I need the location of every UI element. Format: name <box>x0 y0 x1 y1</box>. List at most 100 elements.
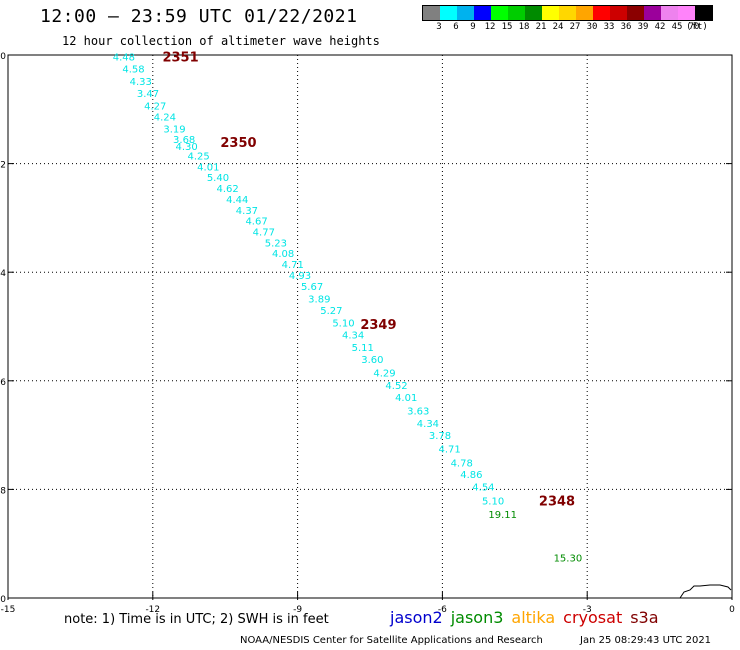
wave-height-value: 4.33 <box>130 77 152 88</box>
lon-tick-label: -9 <box>293 605 302 615</box>
wave-height-value: 5.10 <box>332 319 354 330</box>
pass-number-label: 2351 <box>162 51 198 66</box>
footer-credit: NOAA/NESDIS Center for Satellite Applica… <box>240 635 543 646</box>
wave-height-value: 3.78 <box>429 431 451 442</box>
legend-swatch <box>695 6 712 20</box>
wave-height-value: 4.62 <box>216 184 238 195</box>
lat-tick-label: -60 <box>0 52 6 62</box>
wave-height-value: 4.27 <box>144 101 166 112</box>
observations-layer: 4.484.584.333.474.274.243.193.684.304.25… <box>113 53 583 565</box>
wave-height-value: 15.30 <box>554 553 583 564</box>
legend-swatch <box>559 6 576 20</box>
legend-swatch <box>525 6 542 20</box>
satellite-jason3: jason3 <box>450 608 504 627</box>
legend-swatch <box>542 6 559 20</box>
color-legend <box>422 5 713 21</box>
legend-swatch <box>474 6 491 20</box>
lat-tick-label: -66 <box>0 378 6 388</box>
map-frame <box>7 54 733 599</box>
legend-label: 3 <box>436 22 442 32</box>
satellite-jason2: jason2 <box>390 608 443 627</box>
lon-tick-label: -6 <box>438 605 447 615</box>
lon-tick-label: 0 <box>729 605 735 615</box>
legend-label: 6 <box>453 22 459 32</box>
wave-height-value: 4.34 <box>417 419 439 430</box>
pass-number-label: 2350 <box>220 136 256 151</box>
wave-height-value: 4.34 <box>342 331 364 342</box>
legend-swatch <box>508 6 525 20</box>
wave-height-value: 3.63 <box>407 407 429 418</box>
legend-label: 12 <box>484 22 496 32</box>
map-grid <box>7 54 733 599</box>
legend-label: 33 <box>603 22 615 32</box>
legend-swatch <box>576 6 593 20</box>
legend-label: 15 <box>501 22 513 32</box>
wave-height-value: 4.86 <box>460 470 482 481</box>
wave-height-value: 4.52 <box>385 381 407 392</box>
wave-height-value: 4.48 <box>113 53 135 64</box>
wave-height-value: 5.23 <box>265 238 287 249</box>
wave-height-value: 4.77 <box>253 227 275 238</box>
chart-subtitle: 12 hour collection of altimeter wave hei… <box>62 34 380 48</box>
wave-height-value: 3.89 <box>308 294 330 305</box>
satellite-s3a: s3a <box>630 608 659 627</box>
pass-labels-layer: 2351 2350 2349 2348 <box>162 51 575 510</box>
wave-height-value: 4.24 <box>154 112 176 123</box>
lat-tick-label: -62 <box>0 161 6 171</box>
satellite-legend: jason2 jason3 altika cryosat s3a <box>390 608 667 627</box>
wave-height-value: 3.47 <box>137 89 159 100</box>
wave-height-value: 5.27 <box>320 306 342 317</box>
wave-height-value: 4.67 <box>245 217 267 228</box>
legend-swatch <box>491 6 508 20</box>
wave-height-value: 4.93 <box>289 271 311 282</box>
wave-height-value: 4.37 <box>236 206 258 217</box>
legend-label: 30 <box>586 22 598 32</box>
wave-height-value: 19.11 <box>488 510 517 521</box>
legend-label: 70 <box>688 22 700 32</box>
wave-height-value: 4.78 <box>451 458 473 469</box>
legend-swatch <box>627 6 644 20</box>
legend-swatch <box>661 6 678 20</box>
legend-label: 18 <box>518 22 530 32</box>
lat-tick-label: -68 <box>0 486 6 496</box>
wave-height-value: 4.01 <box>197 162 219 173</box>
lat-tick-label: -70 <box>0 595 6 605</box>
legend-swatch <box>610 6 627 20</box>
legend-label: 36 <box>620 22 632 32</box>
chart-title: 12:00 – 23:59 UTC 01/22/2021 <box>40 6 358 27</box>
wave-height-value: 5.10 <box>482 496 504 507</box>
lat-tick-label: -64 <box>0 269 6 279</box>
lon-tick-label: -3 <box>583 605 592 615</box>
legend-label: 24 <box>552 22 564 32</box>
wave-height-value: 4.54 <box>472 483 494 494</box>
legend-swatch <box>593 6 610 20</box>
wave-height-value: 4.01 <box>395 393 417 404</box>
legend-label: 21 <box>535 22 547 32</box>
legend-swatch <box>457 6 474 20</box>
wave-height-value: 4.71 <box>282 260 304 271</box>
legend-swatch <box>678 6 695 20</box>
units-note: note: 1) Time is in UTC; 2) SWH is in fe… <box>64 612 329 627</box>
wave-height-value: 3.60 <box>361 355 383 366</box>
legend-label: 39 <box>637 22 649 32</box>
wave-height-value: 3.68 <box>173 135 195 146</box>
legend-label: 42 <box>654 22 666 32</box>
satellite-altika: altika <box>511 608 556 627</box>
legend-label: 45 <box>671 22 683 32</box>
legend-swatch <box>644 6 661 20</box>
footer-timestamp: Jan 25 08:29:43 UTC 2021 <box>580 635 712 646</box>
wave-height-value: 4.25 <box>188 151 210 162</box>
legend-label: 27 <box>569 22 581 32</box>
legend-label: (ft) <box>686 22 708 32</box>
coastline <box>679 584 732 599</box>
wave-height-value: 5.67 <box>301 282 323 293</box>
pass-number-label: 2348 <box>539 494 575 509</box>
wave-height-value: 4.58 <box>122 65 144 76</box>
lon-tick-label: -15 <box>1 605 16 615</box>
lon-tick-label: -12 <box>145 605 160 615</box>
wave-height-value: 3.19 <box>163 124 185 135</box>
wave-height-value: 4.71 <box>439 445 461 456</box>
wave-height-value: 5.40 <box>207 173 229 184</box>
wave-height-value: 5.11 <box>352 343 374 354</box>
